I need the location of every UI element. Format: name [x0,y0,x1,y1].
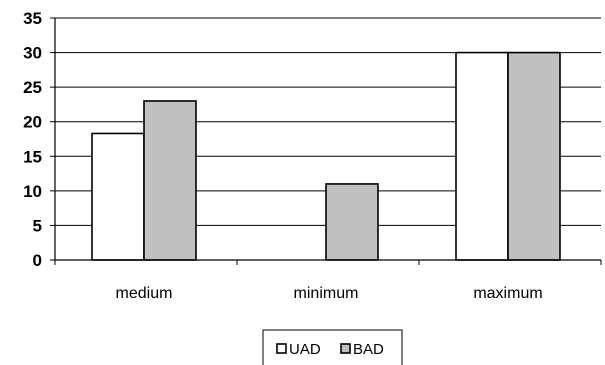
bar-uad-medium [91,132,145,261]
x-axis-labels: medium minimum maximum [116,285,543,302]
x-category-label: maximum [473,285,542,302]
y-tick-label: 10 [23,182,42,201]
legend-swatch-uad [276,343,287,354]
legend-label-bad: BAD [353,341,384,358]
legend-swatch-bad [340,343,351,354]
y-tick-label: 25 [23,78,42,97]
bar-bad-maximum [507,51,561,261]
bar-bad-minimum [325,183,379,261]
y-tick-label: 30 [23,44,42,63]
bars [91,51,561,261]
x-category-label: minimum [294,285,359,302]
y-axis-ticks: 0 5 10 15 20 25 30 35 [23,9,55,270]
y-tick-label: 0 [33,251,42,270]
legend-label-uad: UAD [289,341,321,358]
legend: UAD BAD [262,329,403,365]
bar-bad-medium [143,100,197,261]
y-tick-label: 35 [23,9,42,28]
y-tick-label: 20 [23,113,42,132]
bar-uad-maximum [455,51,509,261]
axes [54,18,602,265]
y-tick-label: 15 [23,147,42,166]
x-category-label: medium [116,285,173,302]
y-tick-label: 5 [33,216,42,235]
